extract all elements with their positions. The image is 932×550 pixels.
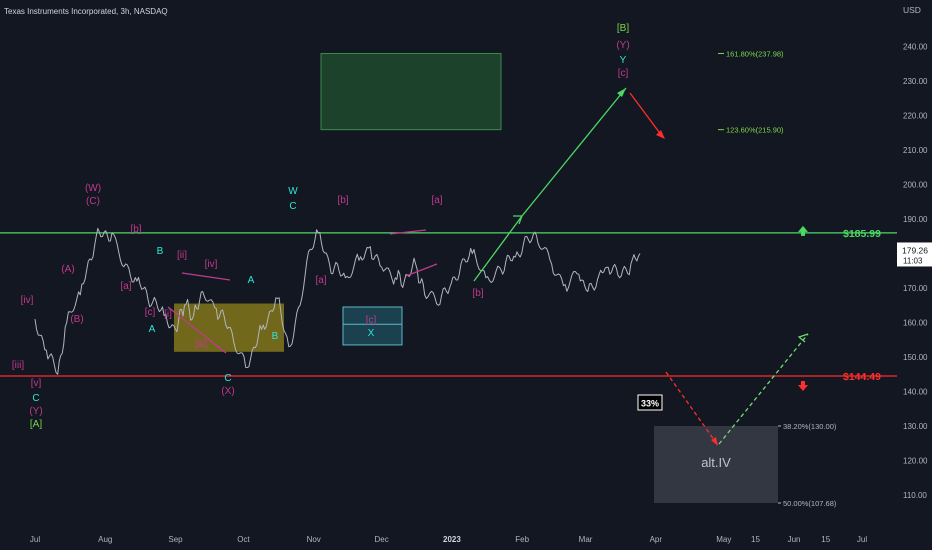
wave-label: (B)	[70, 314, 83, 325]
wave-label: [c]	[618, 68, 629, 79]
x-tick-label: Dec	[375, 535, 389, 544]
x-tick-label: Jul	[30, 535, 40, 544]
wave-label: C	[224, 373, 231, 384]
wave-label: [i]	[164, 309, 172, 320]
y-tick-label: 240.00	[903, 43, 928, 52]
wave-label: [c]	[145, 307, 156, 318]
x-tick-label: 2023	[443, 535, 461, 544]
x-tick-label: Aug	[98, 535, 112, 544]
x-tick-label: Jul	[857, 535, 867, 544]
wave-label: B	[157, 246, 164, 257]
y-tick-label: 150.00	[903, 353, 928, 362]
wave-label: A	[248, 275, 255, 286]
up-arrow-icon	[798, 225, 808, 236]
wave-label: (Y)	[29, 406, 42, 417]
trend-line	[405, 263, 438, 277]
x-tick-label: Apr	[650, 535, 663, 544]
projection-arrowhead	[513, 215, 523, 225]
y-tick-label: 210.00	[903, 146, 928, 155]
wave-label: [b]	[337, 195, 348, 206]
last-price-value: 179.26	[902, 245, 928, 255]
wave-label: B	[272, 331, 279, 342]
y-tick-label: 110.00	[903, 491, 927, 500]
trend-line	[389, 229, 427, 235]
projection-arrowhead	[617, 88, 626, 97]
wave-label: A	[149, 324, 156, 335]
alt-projection-line	[718, 333, 809, 445]
symbol-title: Texas Instruments Incorporated, 3h, NASD…	[4, 7, 168, 16]
wave-label: (A)	[61, 264, 74, 275]
fib-level-label: 38.20%(130.00)	[783, 422, 837, 431]
bar-countdown: 11:03	[903, 256, 923, 265]
zone-box	[320, 52, 502, 131]
wave-label: (W)	[85, 183, 101, 194]
zone-box	[342, 306, 403, 346]
fib-level-label: 50.00%(107.68)	[783, 499, 837, 508]
price-level-label: $185.99	[843, 228, 881, 240]
wave-label: (C)	[86, 196, 100, 207]
wave-label: [b]	[130, 224, 141, 235]
wave-label: [iv]	[21, 295, 34, 306]
projection-arrowhead	[711, 437, 718, 446]
y-tick-label: 130.00	[903, 422, 928, 431]
fib-level-label: 123.60%(215.90)	[726, 126, 784, 135]
x-tick-label: Mar	[579, 535, 593, 544]
y-tick-label: 140.00	[903, 388, 928, 397]
wave-label: [v]	[31, 378, 42, 389]
projection-line	[521, 87, 627, 217]
projection-line	[629, 92, 663, 137]
y-tick-label: 190.00	[903, 215, 928, 224]
wave-label: C	[32, 393, 39, 404]
down-arrow-icon	[798, 381, 808, 392]
wave-label: [ii]	[177, 250, 187, 261]
x-tick-label: Oct	[237, 535, 250, 544]
price-level-label: $144.49	[843, 371, 881, 383]
wave-label: [a]	[315, 275, 326, 286]
fib-level-label: 161.80%(237.98)	[726, 49, 784, 58]
wave-label: [iii]	[12, 360, 24, 371]
wave-label: [c]	[366, 315, 377, 326]
wave-label: (X)	[221, 386, 234, 397]
price-series-line	[34, 227, 641, 375]
probability-badge	[637, 394, 663, 411]
x-tick-label: May	[716, 535, 731, 544]
x-tick-label: Sep	[168, 535, 183, 544]
alt-projection-line	[665, 371, 718, 445]
wave-label: [B]	[617, 23, 629, 34]
probability-text: 33%	[641, 399, 659, 409]
wave-label: [iv]	[205, 259, 218, 270]
wave-label: C	[289, 201, 296, 212]
wave-label: X	[368, 328, 375, 339]
x-tick-label: Jun	[788, 535, 801, 544]
alt-iv-label: alt.IV	[701, 455, 731, 470]
y-tick-label: 170.00	[903, 284, 928, 293]
wave-label: W	[288, 186, 298, 197]
trend-line	[167, 306, 227, 354]
y-tick-label: 230.00	[903, 77, 928, 86]
wave-label: [a]	[120, 281, 131, 292]
projection-line	[473, 215, 523, 282]
y-tick-label: 200.00	[903, 181, 928, 190]
x-tick-label: Nov	[307, 535, 321, 544]
currency-label: USD	[903, 5, 921, 15]
x-tick-label: 15	[821, 535, 830, 544]
x-tick-label: 15	[751, 535, 760, 544]
trend-line	[181, 272, 231, 281]
wave-label: Y	[620, 55, 627, 66]
wave-label: [A]	[30, 419, 42, 430]
wave-label: [iii]	[195, 339, 207, 350]
x-tick-label: Feb	[515, 535, 529, 544]
wave-label: [a]	[431, 195, 442, 206]
projection-arrowhead	[656, 130, 665, 139]
y-tick-label: 120.00	[903, 456, 928, 465]
y-tick-label: 220.00	[903, 112, 928, 121]
y-tick-label: 160.00	[903, 319, 928, 328]
last-price-badge	[897, 242, 932, 267]
wave-label: [b]	[472, 288, 483, 299]
projection-arrowhead	[797, 333, 809, 343]
wave-label: (Y)	[616, 40, 629, 51]
